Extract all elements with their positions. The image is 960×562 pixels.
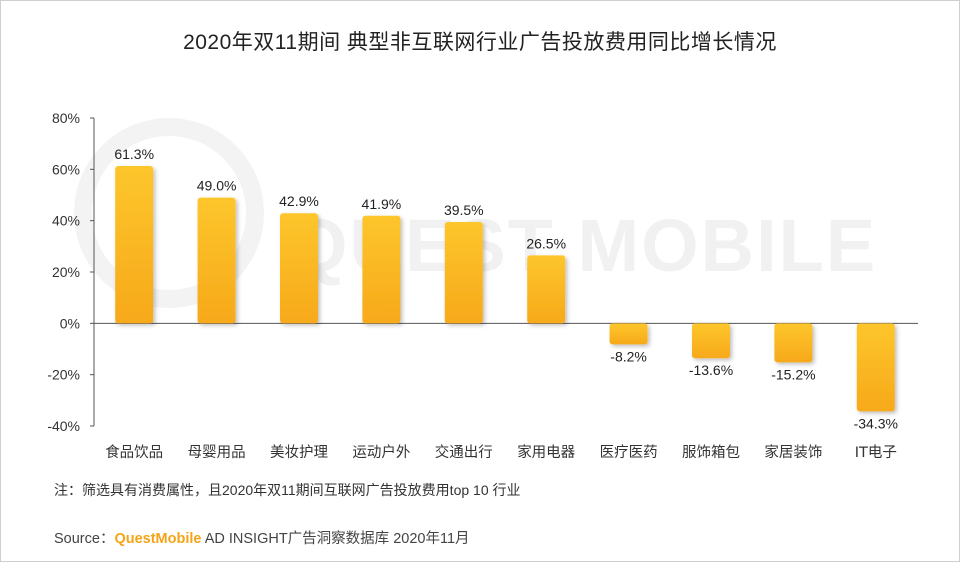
bar-value-label: 39.5% bbox=[444, 202, 484, 218]
x-category-label: IT电子 bbox=[855, 444, 897, 461]
bar-value-label: -34.3% bbox=[854, 415, 898, 431]
bar-1 bbox=[115, 165, 154, 324]
y-tick-label: -40% bbox=[47, 418, 80, 434]
bar-2 bbox=[197, 197, 236, 324]
bar-value-label: 26.5% bbox=[526, 235, 566, 251]
y-tick-label: -20% bbox=[47, 367, 80, 383]
bar-value-label: -13.6% bbox=[689, 362, 733, 378]
source-prefix: Source： bbox=[54, 531, 115, 547]
y-tick-label: 80% bbox=[52, 110, 80, 126]
bar-10 bbox=[856, 323, 895, 412]
bar-8 bbox=[692, 323, 730, 359]
source-suffix: AD INSIGHT广告洞察数据库 2020年11月 bbox=[201, 531, 470, 547]
x-category-label: 家居装饰 bbox=[764, 444, 822, 461]
x-category-label: 交通出行 bbox=[435, 443, 493, 461]
bar-value-label: -8.2% bbox=[610, 348, 647, 364]
y-tick-label: 60% bbox=[52, 161, 80, 177]
y-tick-label: 40% bbox=[52, 213, 80, 229]
bar-7 bbox=[609, 323, 648, 345]
bar-3 bbox=[280, 213, 318, 324]
x-category-label: 服饰箱包 bbox=[682, 444, 740, 461]
x-category-label: 医疗医药 bbox=[600, 444, 658, 461]
y-tick-label: 20% bbox=[52, 264, 80, 280]
x-category-label: 运动户外 bbox=[352, 444, 410, 461]
footnote: 注：筛选具有消费属性，且2020年双11期间互联网广告投放费用top 10 行业 bbox=[54, 482, 521, 498]
x-category-label: 食品饮品 bbox=[105, 444, 163, 461]
x-category-label: 母婴用品 bbox=[188, 444, 246, 461]
bar-value-label: -15.2% bbox=[771, 366, 815, 382]
source-brand: QuestMobile bbox=[114, 531, 202, 547]
y-tick-label: 0% bbox=[60, 315, 80, 331]
bar-value-label: 41.9% bbox=[362, 196, 402, 212]
bar-4 bbox=[362, 215, 401, 324]
bar-value-label: 42.9% bbox=[279, 193, 319, 209]
x-category-label: 家用电器 bbox=[517, 444, 575, 461]
chart-title: 2020年双11期间 典型非互联网行业广告投放费用同比增长情况 bbox=[183, 31, 777, 54]
source-line: Source：QuestMobile AD INSIGHT广告洞察数据库 202… bbox=[54, 527, 470, 548]
bar-5 bbox=[444, 221, 483, 324]
bar-9 bbox=[774, 323, 813, 363]
bar-value-label: 49.0% bbox=[197, 178, 237, 194]
bar-value-label: 61.3% bbox=[114, 146, 154, 162]
x-category-label: 美妆护理 bbox=[270, 444, 328, 461]
bar-6 bbox=[527, 255, 566, 324]
